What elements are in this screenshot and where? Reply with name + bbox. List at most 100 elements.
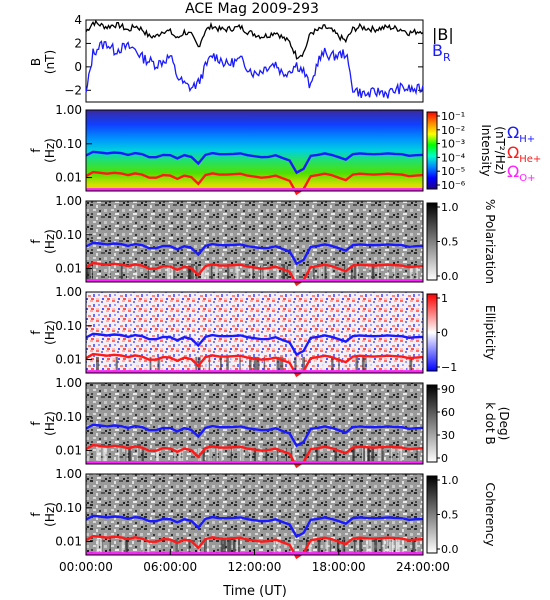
spectrogram-streak xyxy=(355,265,359,282)
spectrogram-streak xyxy=(188,265,192,282)
omega-o-sub: O+ xyxy=(519,173,535,184)
colorbar-unit-intensity: (nT²/Hz) xyxy=(493,126,507,174)
spectrogram-streak xyxy=(202,447,205,464)
spectrogram-streak xyxy=(235,538,239,555)
spectrogram-streak xyxy=(302,356,305,373)
spectrogram-streak xyxy=(229,356,233,373)
x-axis-label: Time (UT) xyxy=(222,584,287,599)
spectrogram-streak xyxy=(286,265,288,282)
spectrogram-streak xyxy=(380,538,383,555)
spectrogram-streak xyxy=(294,356,297,373)
spectrogram-streak xyxy=(297,356,300,373)
spectrogram-streak xyxy=(391,447,393,464)
omega-he-sub: He+ xyxy=(519,154,541,165)
spectrogram-streak xyxy=(108,265,111,282)
spectrogram-streak xyxy=(250,265,253,282)
omega-he-label: ΩHe+ xyxy=(507,143,541,165)
colorbar-label-k-dot-b: k dot B xyxy=(483,402,497,444)
panel-ellipticity: 1.00 0.10 0.01 f (Hz) 1 0 −1 Ellipticity xyxy=(29,285,497,378)
spectrogram-streak xyxy=(280,356,284,373)
spectrogram-streak xyxy=(188,538,191,555)
y-tick-label-f: 0.01 xyxy=(55,262,82,276)
spectrogram-streak xyxy=(232,538,236,555)
series-line-b-r xyxy=(85,40,424,99)
spectrogram-streak xyxy=(371,265,375,282)
x-tick-label: 00:00:00 xyxy=(59,560,113,574)
spectrogram-streak xyxy=(141,538,144,555)
spectrogram-streak xyxy=(191,265,194,282)
panel-k-dot-b: 1.00 0.10 0.01 f (Hz) 90 60 30 0 k dot B (Deg) xyxy=(29,376,511,469)
spectrogram-streak xyxy=(96,447,99,464)
spectrogram-streak xyxy=(323,265,325,282)
spectrogram-streak xyxy=(174,447,176,464)
spectrogram-streak xyxy=(109,538,111,555)
legend-b-total: |B| xyxy=(432,25,454,44)
spectrogram-streak xyxy=(102,447,106,464)
spectrogram-streak xyxy=(172,265,175,282)
y-axis-label-f: f xyxy=(29,239,43,244)
spectrogram-streak xyxy=(400,447,403,464)
spectrogram-streak xyxy=(365,356,367,373)
y-axis-unit-f: (Hz) xyxy=(43,502,57,527)
colorbar-tick-label: 0 xyxy=(441,327,448,340)
series-line-b-total xyxy=(85,19,424,60)
spectrogram-streak xyxy=(355,356,359,373)
omega-o-symbol: Ω xyxy=(507,162,519,181)
y-tick-label-b: −2 xyxy=(64,83,82,97)
spectrogram-streak xyxy=(396,538,399,555)
y-axis-unit-f: (Hz) xyxy=(43,138,57,163)
spectrogram-streak xyxy=(344,265,346,282)
spectrogram-streak xyxy=(111,356,114,373)
y-axis-label-b: B xyxy=(29,58,43,66)
y-tick-label-b: 2 xyxy=(74,36,82,50)
x-tick-label: 24:00:00 xyxy=(396,560,450,574)
spectrogram-streak xyxy=(204,538,207,555)
gyro-line-h-plus xyxy=(85,332,424,357)
y-tick-label-b: 4 xyxy=(74,13,82,27)
gyro-line-he-plus xyxy=(85,261,424,287)
x-axis: 00:00:00 06:00:00 12:00:00 18:00:00 24:00:00 xyxy=(59,549,450,574)
spectrogram-streak xyxy=(208,447,210,464)
spectrogram-streak xyxy=(129,447,132,464)
spectrogram-streak xyxy=(278,538,281,555)
spectrogram-streak xyxy=(377,447,381,464)
y-tick-label-f: 0.10 xyxy=(55,319,82,333)
spectrogram-streak xyxy=(362,447,366,464)
spectrogram-streak xyxy=(156,356,158,373)
spectrogram-streak xyxy=(279,356,281,373)
spectrogram-streak xyxy=(293,447,296,464)
spectrogram-streak xyxy=(252,265,254,282)
spectrogram-streak xyxy=(397,447,399,464)
omega-h-sub: H+ xyxy=(519,134,535,145)
spectrogram-streak xyxy=(365,447,367,464)
colorbar-tick-label: 0.5 xyxy=(441,509,459,522)
colorbar-tick-label: 0.5 xyxy=(441,236,459,249)
y-tick-label-f: 1.00 xyxy=(55,467,82,481)
panel-frame-intensity xyxy=(85,109,424,192)
spectrogram-streak xyxy=(282,265,285,282)
spectrogram-streak xyxy=(263,356,266,373)
colorbar-tick-label: 10⁻⁵ xyxy=(441,165,465,178)
spectrogram-streak xyxy=(127,356,130,373)
spectrogram-streak xyxy=(231,356,233,373)
spectrogram-streak xyxy=(369,356,372,373)
spectrogram-streak xyxy=(215,265,218,282)
colorbar-tick-label: 10⁻⁴ xyxy=(441,151,466,164)
spectrogram-streak xyxy=(383,538,386,555)
spectrogram-streak xyxy=(415,265,418,282)
spectrogram-streak xyxy=(325,538,329,555)
spectrogram-streak xyxy=(416,447,418,464)
spectrogram-streak xyxy=(352,447,354,464)
spectrogram-streak xyxy=(177,356,179,373)
spectrogram-streak xyxy=(150,356,154,373)
spectrogram-streak xyxy=(223,538,226,555)
colorbar-k-dot-b xyxy=(426,384,438,463)
y-tick-label-f: 0.01 xyxy=(55,171,82,185)
spectrogram-streak xyxy=(241,447,244,464)
spectrogram-streak xyxy=(226,356,229,373)
spectrogram-streak xyxy=(221,447,223,464)
y-tick-label-f: 0.10 xyxy=(55,501,82,515)
spectrogram-streak xyxy=(230,447,232,464)
gyrofrequency-labels: ΩH+ ΩHe+ ΩO+ xyxy=(507,123,541,184)
